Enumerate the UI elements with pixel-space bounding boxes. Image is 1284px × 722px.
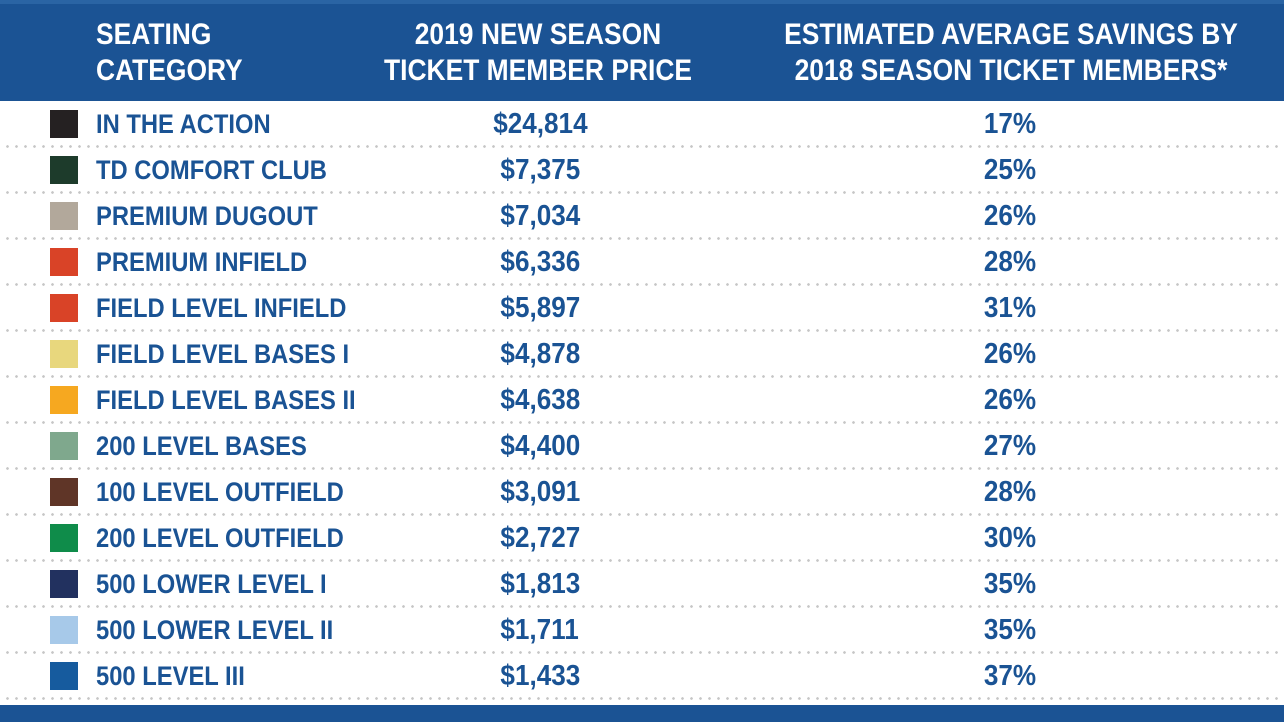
category-color-swatch [50,294,78,322]
column-header-savings: ESTIMATED AVERAGE SAVINGS BY 2018 SEASON… [753,17,1269,89]
category-cell: 500 LEVEL III [0,661,460,692]
savings-value: 30% [983,521,1037,554]
table-row: 500 LOWER LEVEL II $1,711 35% [0,607,1284,654]
price-value: $1,711 [500,613,580,646]
price-value: $7,375 [500,153,580,186]
table-row: PREMIUM INFIELD $6,336 28% [0,239,1284,286]
savings-value: 26% [983,337,1037,370]
header-line: ESTIMATED AVERAGE SAVINGS BY [784,17,1238,51]
category-color-swatch [50,432,78,460]
category-label: 100 LEVEL OUTFIELD [96,476,344,507]
price-value: $24,814 [492,107,588,140]
category-color-swatch [50,570,78,598]
category-label: IN THE ACTION [96,108,271,139]
savings-value: 28% [983,475,1037,508]
category-cell: PREMIUM INFIELD [0,247,460,278]
category-label: PREMIUM INFIELD [96,246,308,277]
category-label: PREMIUM DUGOUT [96,200,318,231]
table-header-bar: SEATING CATEGORY 2019 NEW SEASON TICKET … [0,0,1284,101]
category-label: 500 LOWER LEVEL I [96,568,327,599]
category-color-swatch [50,662,78,690]
category-cell: 200 LEVEL OUTFIELD [0,523,460,554]
category-color-swatch [50,110,78,138]
price-value: $1,813 [500,567,580,600]
category-label: FIELD LEVEL BASES II [96,384,356,415]
category-color-swatch [50,478,78,506]
category-cell: FIELD LEVEL BASES II [0,385,460,416]
price-value: $4,878 [500,337,580,370]
price-value: $4,638 [500,383,580,416]
savings-value: 28% [983,245,1037,278]
price-value: $3,091 [500,475,580,508]
savings-value: 37% [983,659,1037,692]
price-value: $7,034 [500,199,580,232]
category-cell: 100 LEVEL OUTFIELD [0,477,460,508]
savings-value: 17% [983,107,1037,140]
table-row: TD COMFORT CLUB $7,375 25% [0,147,1284,194]
category-cell: PREMIUM DUGOUT [0,201,460,232]
table-row: 200 LEVEL OUTFIELD $2,727 30% [0,515,1284,562]
column-header-price: 2019 NEW SEASON TICKET MEMBER PRICE [363,17,713,89]
header-line: 2018 SEASON TICKET MEMBERS* [794,53,1228,87]
price-value: $6,336 [500,245,580,278]
category-cell: 200 LEVEL BASES [0,431,460,462]
category-color-swatch [50,386,78,414]
price-value: $1,433 [500,659,580,692]
table-body: IN THE ACTION $24,814 17% TD COMFORT CLU… [0,101,1284,700]
table-row: 500 LEVEL III $1,433 37% [0,653,1284,700]
table-row: 100 LEVEL OUTFIELD $3,091 28% [0,469,1284,516]
savings-value: 35% [983,613,1037,646]
category-label: 200 LEVEL OUTFIELD [96,522,344,553]
table-row: FIELD LEVEL BASES I $4,878 26% [0,331,1284,378]
category-cell: FIELD LEVEL INFIELD [0,293,460,324]
category-label: 200 LEVEL BASES [96,430,307,461]
table-row: IN THE ACTION $24,814 17% [0,101,1284,148]
category-label: 500 LOWER LEVEL II [96,614,334,645]
category-color-swatch [50,340,78,368]
header-line: TICKET MEMBER PRICE [383,53,693,87]
category-cell: 500 LOWER LEVEL II [0,615,460,646]
category-color-swatch [50,156,78,184]
table-row: PREMIUM DUGOUT $7,034 26% [0,193,1284,240]
savings-value: 31% [983,291,1037,324]
price-value: $5,897 [500,291,580,324]
savings-value: 26% [983,199,1037,232]
header-line: CATEGORY [96,53,243,87]
price-value: $4,400 [500,429,580,462]
savings-value: 35% [983,567,1037,600]
table-row: 200 LEVEL BASES $4,400 27% [0,423,1284,470]
footer-accent-bar [0,705,1284,722]
category-cell: 500 LOWER LEVEL I [0,569,460,600]
header-line: SEATING [96,17,212,51]
savings-value: 26% [983,383,1037,416]
category-cell: IN THE ACTION [0,109,460,140]
header-line: 2019 NEW SEASON [414,17,662,51]
category-label: FIELD LEVEL INFIELD [96,292,347,323]
price-value: $2,727 [500,521,580,554]
savings-value: 27% [983,429,1037,462]
category-color-swatch [50,248,78,276]
category-color-swatch [50,616,78,644]
savings-value: 25% [983,153,1037,186]
category-cell: FIELD LEVEL BASES I [0,339,460,370]
category-label: TD COMFORT CLUB [96,154,327,185]
table-row: FIELD LEVEL BASES II $4,638 26% [0,377,1284,424]
category-color-swatch [50,202,78,230]
table-row: FIELD LEVEL INFIELD $5,897 31% [0,285,1284,332]
category-color-swatch [50,524,78,552]
column-header-seating-category: SEATING CATEGORY [96,17,263,89]
category-label: 500 LEVEL III [96,660,245,691]
category-cell: TD COMFORT CLUB [0,155,460,186]
table-row: 500 LOWER LEVEL I $1,813 35% [0,561,1284,608]
category-label: FIELD LEVEL BASES I [96,338,350,369]
